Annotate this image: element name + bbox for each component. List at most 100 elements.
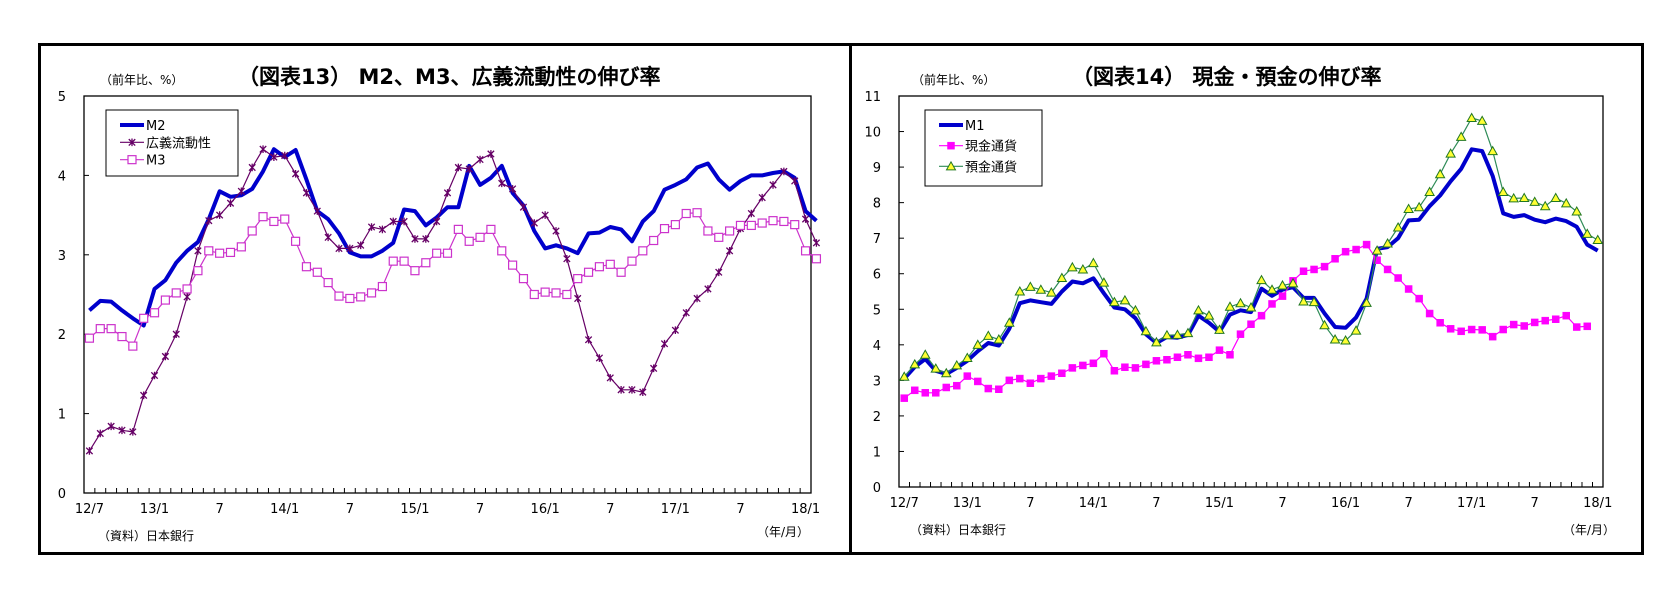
data-point	[194, 247, 202, 255]
data-point	[1445, 148, 1456, 158]
data-point	[237, 187, 245, 196]
legend-label: 広義流動性	[146, 135, 211, 151]
data-point	[160, 295, 170, 305]
data-point	[422, 235, 430, 243]
data-point	[464, 236, 474, 246]
data-point	[128, 138, 136, 147]
data-point	[149, 308, 160, 318]
data-point	[779, 216, 789, 227]
x-tick-label: 16/1	[531, 502, 560, 517]
data-point	[1161, 329, 1173, 340]
data-point	[1226, 351, 1234, 359]
data-point	[953, 381, 961, 390]
data-point	[367, 223, 376, 231]
x-tick-label: 7	[1152, 496, 1160, 511]
data-point	[1056, 272, 1068, 282]
data-point	[919, 349, 931, 359]
series-現金通貨	[900, 240, 1591, 402]
data-point	[1037, 374, 1045, 383]
data-point	[269, 216, 279, 227]
x-tick-label: 17/1	[1457, 496, 1486, 511]
data-point	[584, 335, 593, 344]
data-point	[1340, 335, 1351, 345]
data-point	[324, 233, 332, 242]
x-tick-label: 7	[736, 502, 744, 517]
data-point	[972, 339, 984, 349]
x-tick-label: 14/1	[1079, 496, 1108, 511]
data-point	[1560, 197, 1572, 208]
x-tick-label: 18/1	[1583, 496, 1612, 511]
data-point	[1014, 285, 1026, 296]
x-tick-label: 7	[215, 502, 223, 517]
legend-box	[105, 109, 239, 177]
data-point	[529, 289, 539, 300]
data-point	[1373, 256, 1381, 264]
legend-label: M3	[146, 154, 166, 169]
data-point	[508, 185, 517, 193]
data-point	[801, 215, 810, 223]
data-point	[312, 267, 322, 277]
data-point	[140, 391, 148, 400]
series-line	[902, 147, 1599, 380]
data-point	[1203, 310, 1215, 320]
data-point	[982, 330, 994, 340]
data-point	[128, 341, 138, 351]
data-point	[1404, 285, 1413, 293]
data-point	[1266, 284, 1278, 294]
data-point	[1193, 304, 1204, 315]
data-point	[1172, 329, 1183, 339]
series-M2	[88, 147, 818, 328]
data-point	[1142, 360, 1150, 369]
data-point	[606, 374, 614, 382]
data-point	[747, 209, 755, 218]
chart-14-source: （資料）日本銀行	[910, 523, 1006, 537]
data-point	[1110, 367, 1119, 375]
data-point	[259, 145, 267, 153]
data-point	[378, 225, 387, 234]
data-point	[947, 141, 955, 150]
data-point	[106, 324, 116, 334]
data-point	[1434, 168, 1446, 179]
data-point	[1152, 357, 1161, 365]
data-point	[1382, 237, 1393, 248]
data-point	[551, 288, 561, 298]
data-point	[1455, 131, 1467, 141]
y-tick-label: 4	[58, 169, 66, 184]
data-point	[290, 236, 301, 246]
data-point	[356, 292, 366, 302]
data-point	[659, 223, 670, 234]
x-tick-label: 15/1	[400, 502, 429, 517]
data-point	[1058, 369, 1066, 378]
data-point	[1077, 263, 1089, 274]
data-point	[1035, 284, 1047, 294]
data-point	[1383, 265, 1392, 274]
data-point	[96, 429, 104, 438]
data-point	[498, 179, 506, 188]
data-point	[1003, 317, 1015, 327]
data-point	[639, 388, 647, 396]
chart-14-plot: 0 1 2 3 4 5 6 7 8 9 10 11 12/7 13/1 7 14/1 7 15/1 7 16/1 7 17…	[864, 90, 1612, 511]
data-point	[746, 220, 756, 231]
data-point	[1098, 277, 1110, 287]
data-point	[442, 248, 453, 258]
data-point	[768, 216, 778, 226]
x-tick-label: 7	[1278, 496, 1286, 511]
data-point	[791, 177, 799, 185]
data-point	[1026, 379, 1035, 387]
data-point	[1310, 265, 1318, 274]
data-point	[1413, 201, 1425, 212]
data-point	[1140, 325, 1152, 336]
data-point	[346, 244, 354, 253]
data-point	[107, 422, 115, 431]
data-point	[377, 281, 387, 292]
x-tick-label: 18/1	[791, 502, 820, 517]
data-point	[993, 333, 1005, 344]
data-point	[1278, 292, 1287, 300]
data-point	[1119, 294, 1131, 305]
data-point	[963, 372, 972, 380]
chart-13: （図表13） M2、M3、広義流動性の伸び率 （前年比、%） （資料）日本銀行 …	[58, 65, 822, 543]
data-point	[1541, 316, 1549, 325]
data-point	[540, 287, 550, 297]
data-point	[541, 211, 549, 219]
data-point	[594, 262, 605, 272]
